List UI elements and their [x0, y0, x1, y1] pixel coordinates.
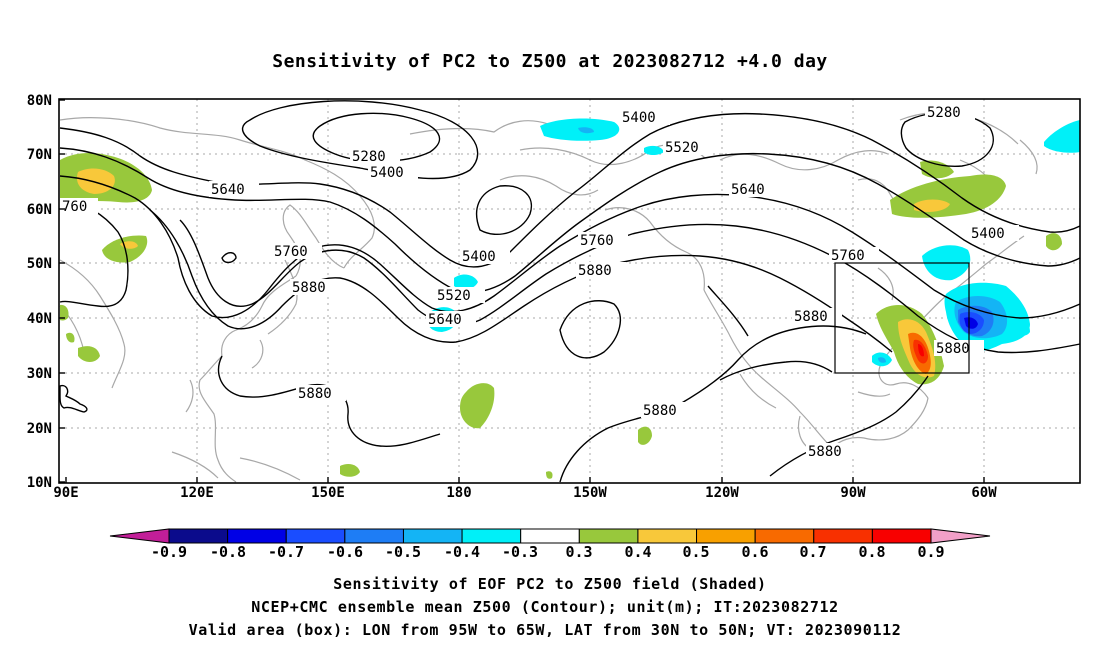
figure-title: Sensitivity of PC2 to Z500 at 2023082712… — [272, 51, 828, 72]
valid-area-box — [834, 262, 970, 374]
colorbar-label: -0.3 — [502, 543, 538, 561]
contour-label: 5880 — [936, 341, 970, 357]
colorbar-label: 0.8 — [858, 543, 885, 561]
z500-contours — [59, 100, 1081, 483]
lat-label: 40N — [27, 311, 52, 327]
contour-labels: 5280 5280 5400 5400 5400 5400 5520 5520 … — [60, 104, 1019, 460]
contour-label: 5760 — [831, 248, 865, 264]
colorbar-swatch — [168, 528, 229, 544]
contour-label: 5880 — [292, 280, 326, 296]
colorbar-label: 0.7 — [799, 543, 826, 561]
map-frame — [58, 98, 1081, 484]
colorbar-label: 0.9 — [917, 543, 944, 561]
caption-shaded: Sensitivity of EOF PC2 to Z500 field (Sh… — [333, 575, 766, 593]
colorbar-right-arrow — [930, 528, 991, 544]
lat-label: 60N — [27, 202, 52, 218]
colorbar-swatch — [344, 528, 404, 544]
lon-label: 180 — [446, 485, 471, 501]
colorbar-boxes — [168, 528, 932, 544]
lat-label: 20N — [27, 421, 52, 437]
lat-label: 80N — [27, 93, 52, 109]
contour-label: 5880 — [808, 444, 842, 460]
colorbar-label: 0.3 — [565, 543, 592, 561]
colorbar-swatch — [520, 528, 580, 544]
colorbar-label: 0.5 — [682, 543, 709, 561]
caption-valid-area: Valid area (box): LON from 95W to 65W, L… — [189, 621, 902, 639]
lon-label: 120E — [180, 485, 214, 501]
contour-label: 5640 — [731, 182, 765, 198]
colorbar-swatch — [754, 528, 815, 544]
colorbar-swatch — [578, 528, 639, 544]
contour-label: 5400 — [971, 226, 1005, 242]
lat-label: 10N — [27, 475, 52, 491]
colorbar-label: 0.4 — [624, 543, 651, 561]
lon-label: 90W — [840, 485, 866, 501]
contour-label: 5280 — [352, 149, 386, 165]
colorbar-swatch — [402, 528, 463, 544]
lon-label: 150E — [311, 485, 345, 501]
contour-label: 5880 — [298, 386, 332, 402]
colorbar-swatch — [461, 528, 522, 544]
colorbar-label: -0.9 — [151, 543, 187, 561]
contour-label: 5280 — [927, 105, 961, 121]
grid-lines — [59, 99, 1080, 483]
contour-label: 5520 — [437, 288, 471, 304]
colorbar-swatch — [285, 528, 346, 544]
colorbar-swatch — [637, 528, 698, 544]
tick-marks — [59, 99, 985, 483]
contour-label: 5520 — [665, 140, 699, 156]
map-panel: 5280 5280 5400 5400 5400 5400 5520 5520 … — [58, 98, 1081, 484]
colorbar-label: 0.6 — [741, 543, 768, 561]
contour-label: 5880 — [578, 263, 612, 279]
colorbar-label: -0.4 — [444, 543, 480, 561]
latitude-axis-labels: 80N 70N 60N 50N 40N 30N 20N 10N — [27, 93, 52, 491]
contour-label: 5760 — [580, 233, 614, 249]
positive-sensitivity-shading — [60, 153, 1062, 479]
colorbar-label: -0.5 — [385, 543, 421, 561]
longitude-axis-labels: 90E 120E 150E 180 150W 120W 90W 60W — [53, 485, 997, 501]
colorbar-label: -0.8 — [210, 543, 246, 561]
lat-label: 70N — [27, 147, 52, 163]
lon-label: 120W — [705, 485, 739, 501]
contour-label: 5400 — [622, 110, 656, 126]
contour-label: 5880 — [794, 309, 828, 325]
contour-label: 5400 — [370, 165, 404, 181]
island-outline — [59, 384, 88, 413]
lat-label: 50N — [27, 256, 52, 272]
lon-label: 60W — [971, 485, 997, 501]
colorbar-labels: -0.9 -0.8 -0.7 -0.6 -0.5 -0.4 -0.3 0.3 0… — [151, 543, 945, 561]
caption-contour: NCEP+CMC ensemble mean Z500 (Contour); u… — [251, 598, 838, 616]
colorbar-swatch — [813, 528, 873, 544]
contour-label: 5880 — [643, 403, 677, 419]
colorbar-swatch — [227, 528, 287, 544]
contour-label: 760 — [62, 199, 87, 215]
colorbar-left-arrow — [109, 528, 170, 544]
lon-label: 150W — [573, 485, 607, 501]
colorbar-label: -0.7 — [268, 543, 304, 561]
colorbar-swatch — [696, 528, 756, 544]
colorbar-swatch — [871, 528, 932, 544]
colorbar: -0.9 -0.8 -0.7 -0.6 -0.5 -0.4 -0.3 0.3 0… — [109, 528, 991, 561]
contour-label: 5400 — [462, 249, 496, 265]
lon-label: 90E — [53, 485, 78, 501]
contour-label: 5760 — [274, 244, 308, 260]
colorbar-label: -0.6 — [327, 543, 363, 561]
contour-label: 5640 — [428, 312, 462, 328]
contour-label: 5640 — [211, 182, 245, 198]
lat-label: 30N — [27, 366, 52, 382]
